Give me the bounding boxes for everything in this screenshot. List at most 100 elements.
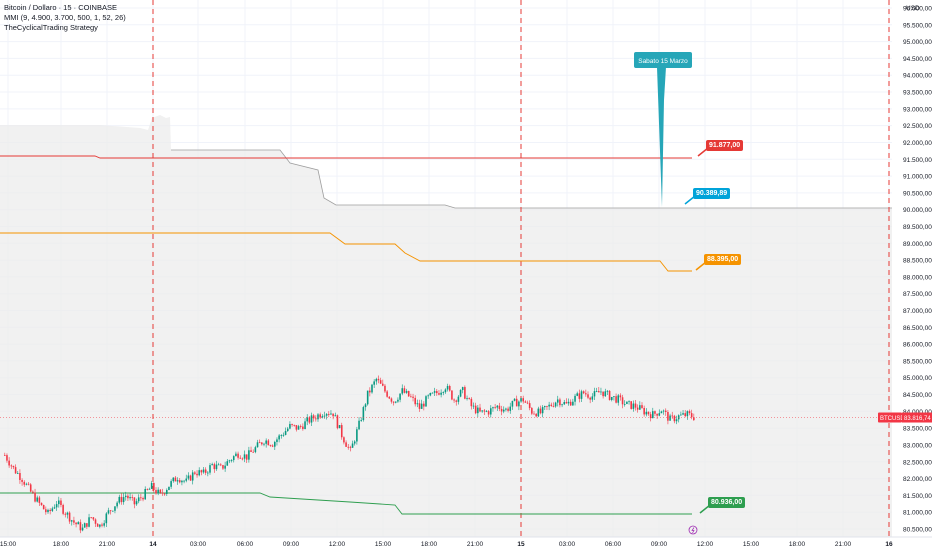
candle-body bbox=[310, 415, 313, 423]
candle-body bbox=[364, 404, 367, 408]
y-tick-label: 83.000,00 bbox=[903, 442, 932, 449]
y-tick-label: 89.500,00 bbox=[903, 224, 932, 231]
candle-body bbox=[427, 395, 429, 397]
strategy-label[interactable]: TheCyclicalTrading Strategy bbox=[4, 23, 98, 32]
y-tick-label: 90.500,00 bbox=[903, 190, 932, 197]
candle-body bbox=[213, 464, 216, 470]
candle-body bbox=[306, 417, 308, 422]
candle-body bbox=[524, 401, 527, 403]
candle-body bbox=[181, 480, 183, 483]
candle-body bbox=[232, 456, 235, 461]
candle-body bbox=[505, 408, 507, 410]
lightning-icon[interactable] bbox=[688, 525, 698, 535]
candle-body bbox=[90, 517, 92, 519]
candle-body bbox=[470, 398, 473, 407]
candle-body bbox=[645, 411, 648, 415]
candle-body bbox=[299, 426, 302, 427]
candle-body bbox=[481, 410, 483, 412]
candle-body bbox=[286, 428, 289, 432]
y-tick-label: 94.000,00 bbox=[903, 73, 932, 80]
candle-body bbox=[382, 383, 384, 386]
x-tick-label: 15:00 bbox=[0, 541, 17, 548]
candle-body bbox=[116, 502, 118, 507]
candle-body bbox=[455, 400, 458, 402]
candle-body bbox=[319, 414, 321, 418]
candle-body bbox=[498, 405, 501, 409]
candle-body bbox=[207, 472, 209, 474]
candle-body bbox=[641, 405, 643, 408]
x-tick-label: 18:00 bbox=[421, 541, 438, 548]
candle-body bbox=[610, 396, 613, 400]
candle-body bbox=[94, 519, 97, 524]
x-tick-label: 06:00 bbox=[237, 541, 254, 548]
candle-body bbox=[137, 497, 140, 502]
candle-body bbox=[163, 493, 166, 495]
candle-body bbox=[133, 497, 136, 505]
candle-body bbox=[120, 496, 123, 503]
candle-body bbox=[258, 442, 261, 444]
candle-body bbox=[6, 455, 8, 461]
y-tick-label: 93.500,00 bbox=[903, 90, 932, 97]
candle-body bbox=[602, 391, 604, 397]
candle-body bbox=[189, 475, 192, 481]
candle-body bbox=[345, 442, 347, 447]
candle-body bbox=[576, 393, 578, 396]
candle-body bbox=[671, 415, 674, 417]
candle-body bbox=[64, 513, 67, 515]
candle-body bbox=[215, 464, 218, 470]
y-tick-label: 84.000,00 bbox=[903, 409, 932, 416]
candle-body bbox=[569, 401, 572, 406]
candle-body bbox=[153, 482, 155, 491]
callout-box bbox=[634, 52, 692, 68]
candle-body bbox=[582, 391, 585, 394]
indicator-label[interactable]: MMI (9, 4.900, 3.700, 500, 1, 52, 26) bbox=[4, 13, 126, 22]
candle-body bbox=[291, 424, 293, 425]
candle-body bbox=[14, 467, 17, 474]
symbol-title[interactable]: Bitcoin / Dollaro · 15 · COINBASE bbox=[4, 3, 117, 12]
candle-body bbox=[565, 402, 568, 404]
candle-body bbox=[312, 415, 315, 419]
y-tick-label: 87.500,00 bbox=[903, 291, 932, 298]
candle-body bbox=[410, 396, 412, 398]
candle-body bbox=[649, 414, 652, 419]
candle-body bbox=[105, 513, 108, 524]
candle-body bbox=[293, 424, 296, 426]
candle-body bbox=[124, 495, 127, 498]
time-axis[interactable]: 15:00 18:00 21:00 14 03:00 06:00 09:00 12:00 15:… bbox=[0, 525, 932, 548]
candle-body bbox=[330, 413, 332, 415]
candle-body bbox=[502, 409, 505, 412]
candle-body bbox=[308, 417, 311, 423]
y-tick-label: 86.500,00 bbox=[903, 325, 932, 332]
candle-body bbox=[317, 414, 319, 420]
candle-body bbox=[664, 410, 667, 413]
candle-body bbox=[73, 520, 75, 523]
candle-body bbox=[358, 420, 360, 430]
candle-body bbox=[613, 396, 615, 397]
candle-body bbox=[621, 397, 624, 405]
candle-body bbox=[217, 464, 220, 466]
candle-body bbox=[332, 413, 334, 417]
y-tick-label: 84.500,00 bbox=[903, 392, 932, 399]
candle-body bbox=[561, 404, 563, 406]
candle-body bbox=[654, 411, 656, 414]
x-tick-label: 12:00 bbox=[697, 541, 714, 548]
candle-body bbox=[8, 460, 10, 466]
x-tick-label: 09:00 bbox=[283, 541, 300, 548]
candle-body bbox=[243, 454, 246, 459]
x-tick-label: 15:00 bbox=[743, 541, 760, 548]
candle-body bbox=[628, 401, 630, 403]
candle-body bbox=[349, 446, 352, 448]
candle-body bbox=[168, 486, 170, 491]
candle-body bbox=[474, 405, 477, 414]
candle-body bbox=[468, 398, 470, 399]
candle-body bbox=[550, 404, 553, 406]
candle-body bbox=[554, 402, 557, 407]
candle-body bbox=[68, 512, 71, 522]
y-tick-label: 81.000,00 bbox=[903, 510, 932, 517]
candle-body bbox=[347, 446, 350, 448]
candle-body bbox=[546, 406, 548, 407]
candle-body bbox=[587, 394, 589, 398]
y-tick-label: 82.500,00 bbox=[903, 459, 932, 466]
